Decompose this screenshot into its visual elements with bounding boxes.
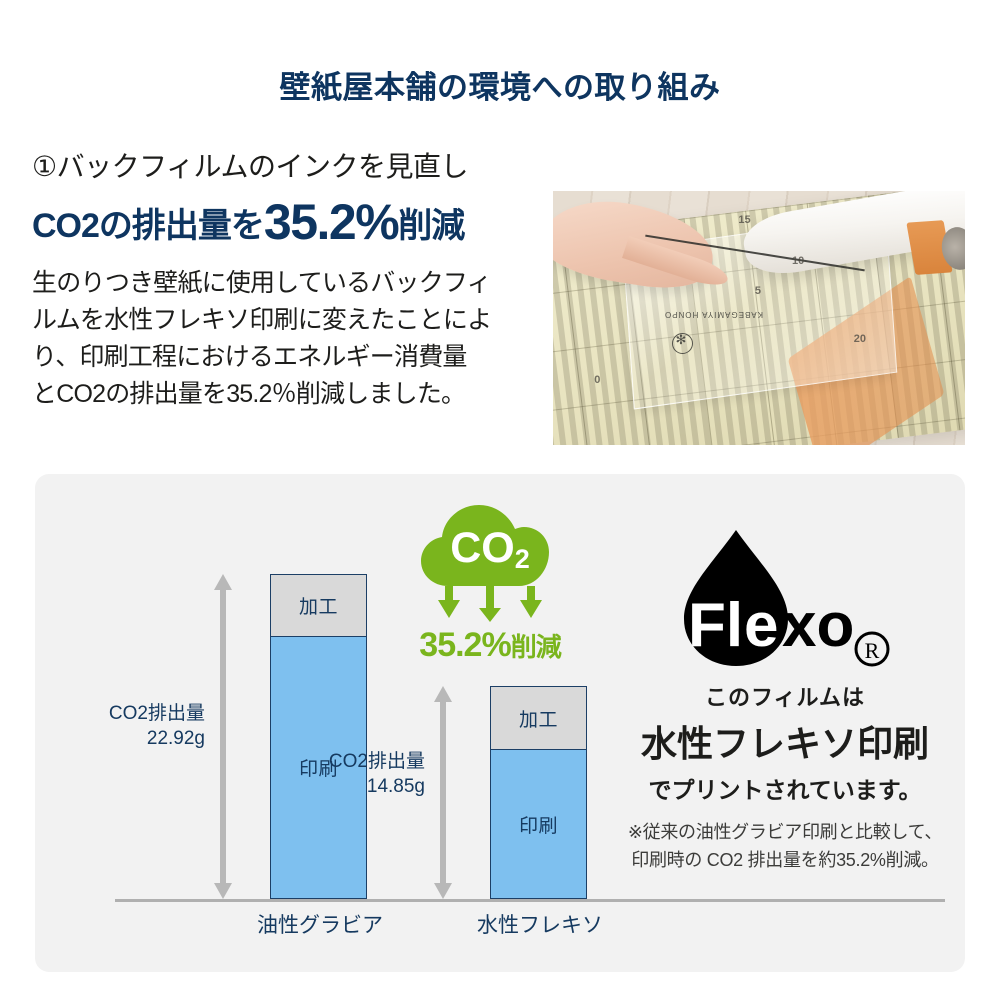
intro-headline: CO2の排出量を35.2%削減 (32, 194, 532, 252)
co2-emission-bar-chart: 加工 印刷 CO2排出量 22.92g 油性グラビア 加工 印刷 (95, 554, 945, 954)
co2-reduction-value: 35.2% (419, 626, 511, 664)
intro-headline-suffix: 削減 (398, 206, 465, 245)
flexo-logo-text-white: Fl (688, 591, 743, 660)
bar-category-label-flexo: 水性フレキソ (477, 914, 603, 937)
intro-body-paragraph: 生のりつき壁紙に使用しているバックフィ ルムを水性フレキソ印刷に変えたことによ … (32, 265, 532, 413)
flexo-note: ※従来の油性グラビア印刷と比較して、 印刷時の CO2 排出量を約35.2%削減… (610, 819, 960, 875)
flexo-logo-text-black: xo (782, 591, 854, 660)
photo-ruler-mark: 0 (594, 373, 601, 386)
emission-label-title: CO2排出量 (108, 703, 205, 724)
bar-water-flexo: 加工 印刷 (490, 686, 587, 899)
bar-oil-gravure: 加工 印刷 (270, 574, 367, 899)
bar-measure-arrow-flexo (434, 686, 452, 899)
flexo-line-2: 水性フレキソ印刷 (640, 723, 929, 764)
photo-film-mark-icon (672, 332, 694, 355)
photo-film-stamp: KABEGAMIYA HONPO (664, 310, 764, 320)
bar-segment-printing: 印刷 (271, 637, 366, 899)
emission-label-flexo: CO2排出量 14.85g (305, 750, 425, 799)
environment-stats-panel: CO2 35.2%削減 加工 印刷 (35, 474, 965, 972)
flexo-line-1: このフィルムは (704, 685, 866, 710)
intro-body-line: り、印刷工程におけるエネルギー消費量 (32, 343, 467, 372)
svg-text:R: R (865, 638, 880, 663)
emission-label-title: CO2排出量 (328, 751, 425, 772)
flexo-note-line: ※従来の油性グラビア印刷と比較して、 (627, 822, 943, 842)
bar-segment-printing: 印刷 (491, 750, 586, 899)
photo-ruler-mark: 20 (853, 333, 866, 346)
emission-label-value: 22.92g (146, 727, 205, 749)
photo-ruler-mark: 5 (754, 284, 761, 297)
photo-ruler-mark: 15 (738, 213, 751, 226)
intro-lead-text: ①バックフィルムのインクを見直し (32, 151, 468, 182)
co2-reduction-suffix: 削減 (510, 632, 562, 662)
chart-baseline (115, 899, 945, 902)
co2-reduction-block: CO2 35.2%削減 (375, 500, 605, 665)
photo-ruler-mark: 10 (791, 254, 805, 267)
wallpaper-backfilm-photo: KABEGAMIYA HONPO 0 5 10 15 20 (553, 191, 965, 445)
intro-headline-value: 35.2% (263, 193, 400, 250)
emission-label-oil: CO2排出量 22.92g (85, 702, 205, 751)
intro-headline-prefix: CO2の排出量を (32, 206, 265, 245)
bar-measure-arrow-oil (214, 574, 232, 899)
co2-reduction-caption: 35.2%削減 (375, 626, 605, 665)
intro-text-column: ①バックフィルムのインクを見直し CO2の排出量を35.2%削減 生のりつき壁紙… (32, 150, 532, 413)
flexo-note-line: 印刷時の CO2 排出量を約35.2%削減。 (631, 849, 939, 870)
bar-segment-processing: 加工 (491, 687, 586, 750)
emission-label-value: 14.85g (366, 775, 425, 797)
flexo-info-block: Fl e xo R このフィルムは 水性フレキソ印刷 でプリントされています。 … (610, 524, 960, 875)
intro-body-line: 生のりつき壁紙に使用しているバックフィ (32, 269, 492, 298)
intro-body-line: とCO2の排出量を35.2％削減しました。 (32, 380, 466, 409)
flexo-drop-icon: Fl e xo R (684, 530, 890, 667)
co2-cloud-icon: CO2 (421, 505, 549, 622)
bar-segment-processing: 加工 (271, 575, 366, 637)
bar-category-label-oil: 油性グラビア (257, 914, 383, 937)
page-title: 壁紙屋本舗の環境への取り組み (279, 70, 721, 105)
flexo-line-3: でプリントされています。 (648, 777, 922, 803)
intro-body-line: ルムを水性フレキソ印刷に変えたことによ (32, 306, 492, 335)
flexo-logo-text-e: e (744, 591, 778, 660)
flexo-logo: Fl e xo R (660, 524, 910, 674)
registered-trademark-icon: R (854, 631, 890, 667)
